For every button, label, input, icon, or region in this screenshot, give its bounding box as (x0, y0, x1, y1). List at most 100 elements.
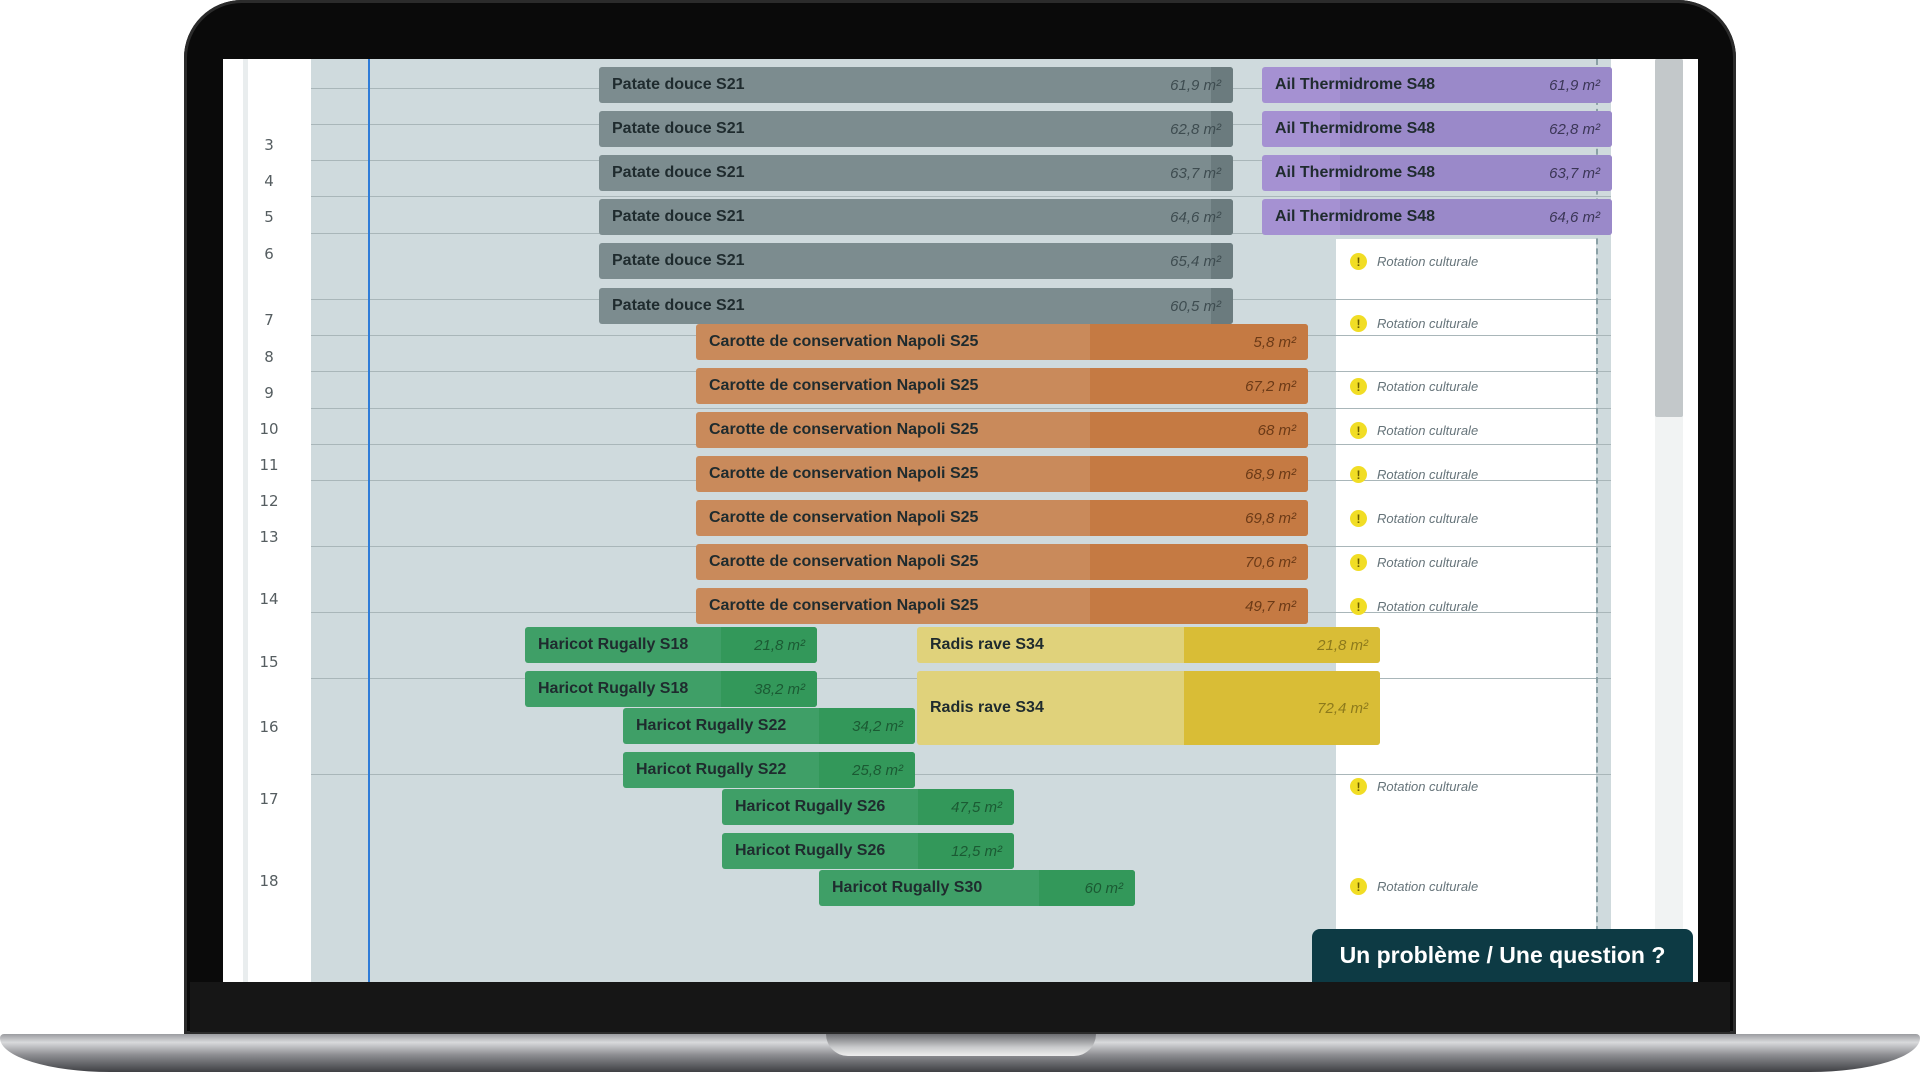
today-marker-line (368, 59, 370, 982)
crop-block-patate-douce[interactable]: Patate douce S21 65,4 m² (599, 243, 1233, 279)
rotation-warning[interactable]: ! Rotation culturale (1350, 466, 1478, 483)
row-number: 9 (264, 384, 274, 402)
crop-block-carotte[interactable]: Carotte de conservation Napoli S25 68,9 … (696, 456, 1308, 492)
scrollbar-thumb[interactable] (1655, 59, 1683, 417)
exclamation-icon: ! (1350, 378, 1367, 395)
row-number: 5 (264, 208, 274, 226)
crop-block-ail-thermidrome[interactable]: Ail Thermidrome S48 62,8 m² (1262, 111, 1612, 147)
warning-label: Rotation culturale (1377, 379, 1479, 394)
crop-block-haricot[interactable]: Haricot Rugally S22 34,2 m² (623, 708, 915, 744)
crop-label: Carotte de conservation Napoli S25 (709, 421, 979, 438)
crop-block-patate-douce[interactable]: Patate douce S21 64,6 m² (599, 199, 1233, 235)
exclamation-icon: ! (1350, 315, 1367, 332)
crop-block-haricot[interactable]: Haricot Rugally S30 60 m² (819, 870, 1135, 906)
crop-area: 12,5 m² (951, 842, 1002, 860)
row-separator (311, 408, 1611, 409)
row-number: 3 (264, 136, 274, 154)
row-number: 18 (259, 872, 279, 890)
crop-block-carotte[interactable]: Carotte de conservation Napoli S25 68 m² (696, 412, 1308, 448)
crop-block-carotte[interactable]: Carotte de conservation Napoli S25 67,2 … (696, 368, 1308, 404)
crop-area: 69,8 m² (1245, 509, 1296, 527)
exclamation-icon: ! (1350, 878, 1367, 895)
bar-shade (1211, 199, 1233, 235)
crop-label: Haricot Rugally S22 (636, 717, 787, 734)
crop-block-haricot[interactable]: Haricot Rugally S18 21,8 m² (525, 627, 817, 663)
row-number: 4 (264, 172, 274, 190)
crop-area: 5,8 m² (1253, 333, 1296, 351)
crop-block-patate-douce[interactable]: Patate douce S21 62,8 m² (599, 111, 1233, 147)
crop-label: Carotte de conservation Napoli S25 (709, 333, 979, 350)
bar-shade (1211, 67, 1233, 103)
bar-shade (1090, 412, 1308, 448)
bar-shade (721, 671, 817, 707)
row-separator (311, 774, 1611, 775)
crop-block-carotte[interactable]: Carotte de conservation Napoli S25 70,6 … (696, 544, 1308, 580)
exclamation-icon: ! (1350, 778, 1367, 795)
bar-shade (1340, 67, 1612, 103)
row-number: 13 (259, 528, 279, 546)
crop-area: 63,7 m² (1549, 164, 1600, 182)
bar-shade (819, 708, 915, 744)
crop-block-haricot[interactable]: Haricot Rugally S26 12,5 m² (722, 833, 1014, 869)
help-button[interactable]: Un problème / Une question ? (1312, 929, 1693, 982)
rotation-warning[interactable]: ! Rotation culturale (1350, 778, 1478, 795)
row-number: 10 (259, 420, 279, 438)
crop-label: Haricot Rugally S18 (538, 636, 689, 653)
crop-block-haricot[interactable]: Haricot Rugally S18 38,2 m² (525, 671, 817, 707)
crop-block-carotte[interactable]: Carotte de conservation Napoli S25 49,7 … (696, 588, 1308, 624)
crop-block-radis[interactable]: Radis rave S34 72,4 m² (917, 671, 1380, 745)
crop-block-haricot[interactable]: Haricot Rugally S26 47,5 m² (722, 789, 1014, 825)
crop-block-haricot[interactable]: Haricot Rugally S22 25,8 m² (623, 752, 915, 788)
crop-area: 70,6 m² (1245, 553, 1296, 571)
row-number: 11 (259, 456, 279, 474)
bar-shade (1090, 368, 1308, 404)
rotation-warning[interactable]: ! Rotation culturale (1350, 878, 1478, 895)
bar-shade (1090, 500, 1308, 536)
rotation-warning[interactable]: ! Rotation culturale (1350, 378, 1478, 395)
row-number: 14 (259, 590, 279, 608)
laptop-bezel-bottom (190, 982, 1730, 1032)
exclamation-icon: ! (1350, 510, 1367, 527)
rotation-warning[interactable]: ! Rotation culturale (1350, 315, 1478, 332)
bar-shade (1211, 243, 1233, 279)
crop-area: 38,2 m² (754, 680, 805, 698)
warning-label: Rotation culturale (1377, 599, 1479, 614)
crop-block-carotte[interactable]: Carotte de conservation Napoli S25 69,8 … (696, 500, 1308, 536)
crop-block-patate-douce[interactable]: Patate douce S21 61,9 m² (599, 67, 1233, 103)
rotation-warning[interactable]: ! Rotation culturale (1350, 554, 1478, 571)
crop-label: Carotte de conservation Napoli S25 (709, 377, 979, 394)
crop-label: Patate douce S21 (612, 208, 745, 225)
warning-label: Rotation culturale (1377, 423, 1479, 438)
crop-label: Haricot Rugally S26 (735, 798, 886, 815)
row-number: 12 (259, 492, 279, 510)
crop-area: 72,4 m² (1317, 699, 1368, 717)
exclamation-icon: ! (1350, 253, 1367, 270)
crop-block-patate-douce[interactable]: Patate douce S21 60,5 m² (599, 288, 1233, 324)
app-screen: 3 4 5 6 7 8 9 10 11 12 13 14 15 16 17 18… (223, 59, 1698, 982)
crop-block-ail-thermidrome[interactable]: Ail Thermidrome S48 61,9 m² (1262, 67, 1612, 103)
crop-label: Carotte de conservation Napoli S25 (709, 553, 979, 570)
crop-label: Carotte de conservation Napoli S25 (709, 465, 979, 482)
warning-label: Rotation culturale (1377, 879, 1479, 894)
crop-label: Ail Thermidrome S48 (1275, 120, 1436, 137)
rotation-warning[interactable]: ! Rotation culturale (1350, 253, 1478, 270)
crop-block-radis[interactable]: Radis rave S34 21,8 m² (917, 627, 1380, 663)
rotation-warning[interactable]: ! Rotation culturale (1350, 598, 1478, 615)
crop-area: 68,9 m² (1245, 465, 1296, 483)
row-number: 16 (259, 718, 279, 736)
crop-area: 60,5 m² (1170, 297, 1221, 315)
crop-label: Ail Thermidrome S48 (1275, 164, 1436, 181)
rotation-warning[interactable]: ! Rotation culturale (1350, 422, 1478, 439)
warning-label: Rotation culturale (1377, 779, 1479, 794)
crop-block-carotte[interactable]: Carotte de conservation Napoli S25 5,8 m… (696, 324, 1308, 360)
crop-block-ail-thermidrome[interactable]: Ail Thermidrome S48 64,6 m² (1262, 199, 1612, 235)
crop-block-ail-thermidrome[interactable]: Ail Thermidrome S48 63,7 m² (1262, 155, 1612, 191)
crop-area: 21,8 m² (754, 636, 805, 654)
warning-label: Rotation culturale (1377, 511, 1479, 526)
bar-shade (721, 627, 817, 663)
rotation-warning[interactable]: ! Rotation culturale (1350, 510, 1478, 527)
crop-label: Radis rave S34 (930, 636, 1044, 653)
crop-block-patate-douce[interactable]: Patate douce S21 63,7 m² (599, 155, 1233, 191)
future-column (1336, 239, 1596, 982)
crop-area: 65,4 m² (1170, 252, 1221, 270)
